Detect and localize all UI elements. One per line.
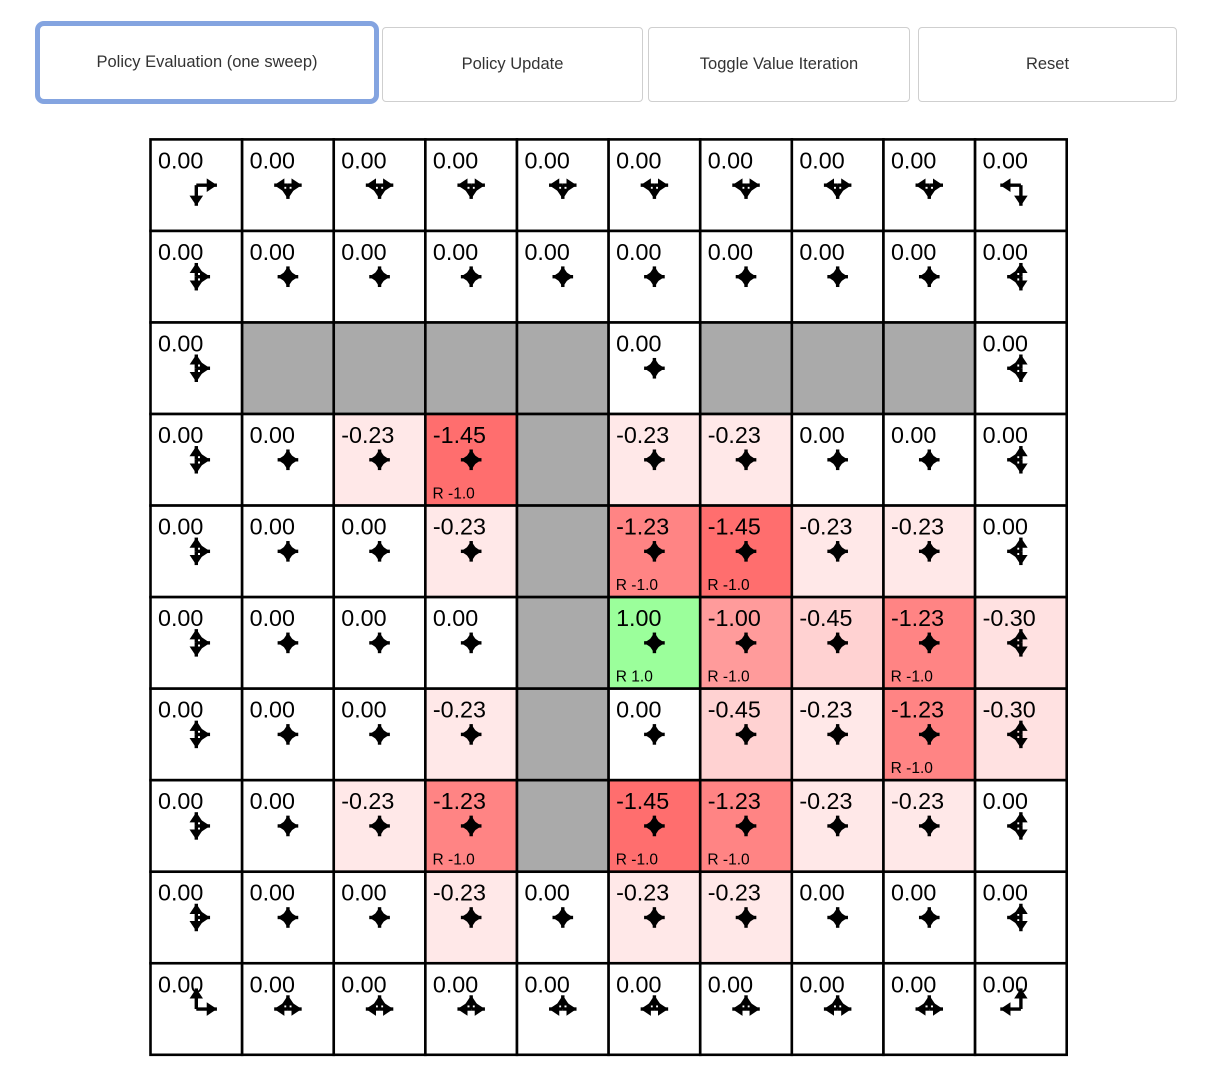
svg-text:0.00: 0.00 (250, 971, 295, 997)
svg-text:-1.23: -1.23 (433, 788, 486, 814)
svg-text:-0.23: -0.23 (891, 514, 944, 540)
svg-text:-1.23: -1.23 (891, 697, 944, 723)
svg-text:0.00: 0.00 (799, 880, 844, 906)
svg-text:0.00: 0.00 (341, 880, 386, 906)
svg-text:0.00: 0.00 (433, 147, 478, 173)
svg-text:-0.23: -0.23 (708, 880, 761, 906)
svg-text:0.00: 0.00 (708, 971, 753, 997)
svg-text:R -1.0: R -1.0 (616, 852, 659, 869)
svg-text:0.00: 0.00 (341, 971, 386, 997)
svg-text:-0.23: -0.23 (799, 514, 852, 540)
svg-text:-1.45: -1.45 (433, 422, 486, 448)
svg-text:0.00: 0.00 (250, 697, 295, 723)
svg-text:-0.23: -0.23 (433, 880, 486, 906)
svg-text:-0.45: -0.45 (708, 697, 761, 723)
svg-text:0.00: 0.00 (250, 422, 295, 448)
svg-text:-1.23: -1.23 (616, 514, 669, 540)
svg-text:0.00: 0.00 (433, 605, 478, 631)
svg-text:0.00: 0.00 (891, 422, 936, 448)
svg-text:-0.30: -0.30 (983, 605, 1036, 631)
svg-text:0.00: 0.00 (891, 147, 936, 173)
svg-text:0.00: 0.00 (341, 605, 386, 631)
svg-text:1.00: 1.00 (616, 605, 661, 631)
svg-text:0.00: 0.00 (433, 971, 478, 997)
svg-text:0.00: 0.00 (341, 514, 386, 540)
svg-text:0.00: 0.00 (524, 971, 569, 997)
svg-text:0.00: 0.00 (250, 788, 295, 814)
svg-text:0.00: 0.00 (799, 971, 844, 997)
svg-text:0.00: 0.00 (524, 147, 569, 173)
svg-text:-0.23: -0.23 (433, 697, 486, 723)
svg-text:0.00: 0.00 (983, 330, 1028, 356)
svg-text:0.00: 0.00 (524, 239, 569, 265)
svg-text:R -1.0: R -1.0 (707, 669, 750, 686)
svg-text:0.00: 0.00 (158, 880, 203, 906)
svg-text:0.00: 0.00 (250, 239, 295, 265)
svg-text:0.00: 0.00 (341, 697, 386, 723)
svg-text:0.00: 0.00 (616, 330, 661, 356)
svg-text:0.00: 0.00 (158, 697, 203, 723)
svg-text:-0.23: -0.23 (433, 514, 486, 540)
svg-text:0.00: 0.00 (341, 239, 386, 265)
svg-text:0.00: 0.00 (158, 514, 203, 540)
svg-text:-0.23: -0.23 (799, 788, 852, 814)
svg-text:R 1.0: R 1.0 (616, 669, 653, 686)
svg-text:-0.23: -0.23 (341, 788, 394, 814)
svg-text:0.00: 0.00 (983, 788, 1028, 814)
svg-text:0.00: 0.00 (158, 239, 203, 265)
svg-text:-0.23: -0.23 (616, 880, 669, 906)
svg-text:-1.00: -1.00 (708, 605, 761, 631)
svg-text:0.00: 0.00 (158, 147, 203, 173)
svg-text:0.00: 0.00 (616, 697, 661, 723)
svg-text:0.00: 0.00 (983, 514, 1028, 540)
svg-text:0.00: 0.00 (799, 239, 844, 265)
svg-text:0.00: 0.00 (341, 147, 386, 173)
svg-text:0.00: 0.00 (616, 971, 661, 997)
svg-text:-1.45: -1.45 (616, 788, 669, 814)
svg-text:-0.45: -0.45 (799, 605, 852, 631)
svg-text:0.00: 0.00 (433, 239, 478, 265)
svg-text:0.00: 0.00 (158, 788, 203, 814)
svg-text:0.00: 0.00 (708, 147, 753, 173)
svg-text:0.00: 0.00 (891, 239, 936, 265)
svg-text:0.00: 0.00 (891, 880, 936, 906)
svg-text:R -1.0: R -1.0 (707, 852, 750, 869)
svg-text:-0.30: -0.30 (983, 697, 1036, 723)
svg-text:0.00: 0.00 (799, 147, 844, 173)
svg-text:R -1.0: R -1.0 (433, 486, 476, 503)
svg-text:-0.23: -0.23 (341, 422, 394, 448)
svg-text:0.00: 0.00 (799, 422, 844, 448)
svg-text:R -1.0: R -1.0 (433, 852, 476, 869)
svg-text:0.00: 0.00 (250, 880, 295, 906)
svg-text:0.00: 0.00 (708, 239, 753, 265)
svg-text:0.00: 0.00 (250, 605, 295, 631)
svg-text:R -1.0: R -1.0 (616, 577, 659, 594)
svg-text:-1.23: -1.23 (891, 605, 944, 631)
svg-text:-0.23: -0.23 (891, 788, 944, 814)
svg-text:0.00: 0.00 (983, 147, 1028, 173)
svg-text:R -1.0: R -1.0 (891, 669, 934, 686)
svg-text:0.00: 0.00 (616, 239, 661, 265)
svg-text:R -1.0: R -1.0 (891, 760, 934, 777)
svg-text:0.00: 0.00 (983, 422, 1028, 448)
svg-text:0.00: 0.00 (158, 330, 203, 356)
svg-text:R -1.0: R -1.0 (707, 577, 750, 594)
svg-text:0.00: 0.00 (158, 422, 203, 448)
svg-text:0.00: 0.00 (250, 514, 295, 540)
svg-text:0.00: 0.00 (983, 239, 1028, 265)
svg-text:-1.23: -1.23 (708, 788, 761, 814)
svg-text:-0.23: -0.23 (616, 422, 669, 448)
svg-text:0.00: 0.00 (250, 147, 295, 173)
svg-text:0.00: 0.00 (524, 880, 569, 906)
svg-text:-0.23: -0.23 (799, 697, 852, 723)
svg-text:0.00: 0.00 (983, 880, 1028, 906)
svg-text:0.00: 0.00 (891, 971, 936, 997)
svg-text:-1.45: -1.45 (708, 514, 761, 540)
svg-text:0.00: 0.00 (616, 147, 661, 173)
svg-text:-0.23: -0.23 (708, 422, 761, 448)
svg-text:0.00: 0.00 (158, 605, 203, 631)
